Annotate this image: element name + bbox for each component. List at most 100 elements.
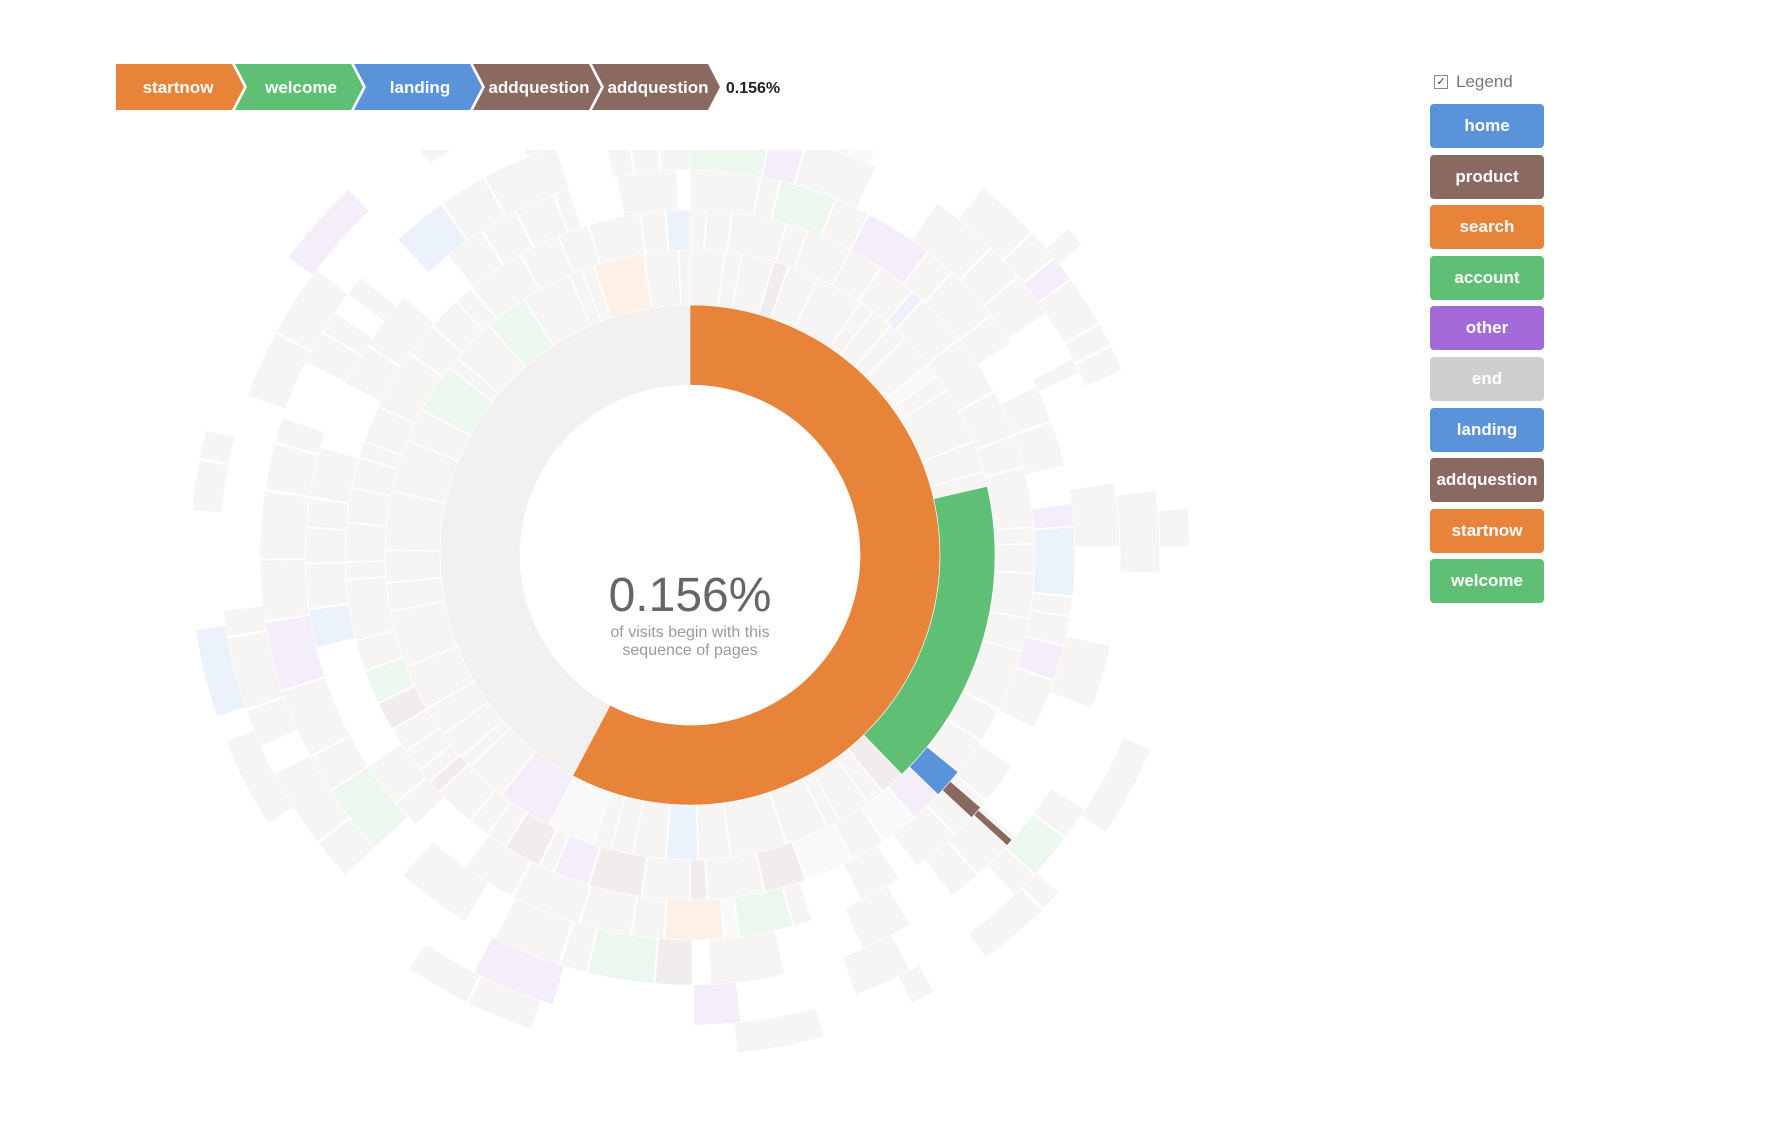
sunburst-segment[interactable] (1064, 324, 1111, 364)
sunburst-segment[interactable] (616, 169, 679, 217)
sunburst-segment[interactable] (304, 562, 349, 610)
sunburst-segment[interactable] (1080, 737, 1152, 833)
sunburst-segment[interactable] (344, 522, 387, 562)
sunburst-segment[interactable] (439, 764, 496, 821)
sunburst-segment[interactable] (640, 210, 669, 254)
sunburst-segment[interactable] (997, 667, 1055, 729)
sunburst-highlight-addquestion[interactable] (973, 809, 1013, 846)
sunburst-segment[interactable] (1115, 489, 1161, 574)
sunburst-segment[interactable] (1031, 503, 1075, 530)
sunburst-segment[interactable] (762, 150, 806, 185)
sunburst-segment[interactable] (308, 603, 356, 649)
sunburst-segment[interactable] (364, 657, 415, 703)
sunburst-segment[interactable] (318, 818, 376, 876)
sunburst-segment[interactable] (1033, 787, 1086, 838)
sunburst-segment[interactable] (1023, 258, 1071, 303)
sunburst-segment[interactable] (1013, 421, 1065, 475)
legend-checkbox[interactable]: ✓ (1434, 75, 1448, 89)
sunburst-segment[interactable] (347, 277, 397, 322)
sunburst-segment[interactable] (264, 443, 319, 497)
sunburst-segment[interactable] (1045, 228, 1083, 264)
sunburst-segment[interactable] (641, 856, 690, 901)
sunburst-segment[interactable] (604, 150, 634, 179)
sunburst-segment[interactable] (1075, 346, 1123, 387)
sunburst-segment[interactable] (734, 887, 794, 938)
sunburst-segment[interactable] (850, 213, 928, 284)
sunburst-segment[interactable] (470, 789, 512, 835)
sunburst-segment[interactable] (1049, 635, 1111, 709)
sunburst-segment[interactable] (355, 630, 403, 671)
sunburst-segment[interactable] (1032, 526, 1076, 597)
sunburst-segment[interactable] (689, 150, 770, 178)
sunburst-segment[interactable] (704, 210, 732, 253)
sunburst-segment[interactable] (363, 406, 415, 455)
sunburst-segment[interactable] (281, 677, 351, 757)
sunburst-segment[interactable] (195, 624, 246, 718)
sunburst-segment[interactable] (397, 204, 468, 274)
sunburst-segment[interactable] (512, 150, 571, 158)
sunburst-highlight-startnow[interactable] (572, 304, 941, 806)
sunburst-segment[interactable] (844, 885, 911, 950)
sunburst-segment[interactable] (1038, 279, 1100, 344)
sunburst-segment[interactable] (305, 497, 350, 530)
sunburst-segment[interactable] (733, 1007, 825, 1054)
sunburst-segment[interactable] (412, 150, 475, 165)
sunburst-segment[interactable] (287, 189, 370, 276)
sunburst-chart[interactable] (180, 150, 1200, 1110)
sunburst-segment[interactable] (693, 982, 741, 1026)
sunburst-segment[interactable] (1030, 592, 1073, 617)
sunburst-highlight-welcome[interactable] (863, 486, 996, 775)
sunburst-segment[interactable] (957, 187, 1032, 260)
sunburst-segment[interactable] (924, 841, 978, 897)
sunburst-segment[interactable] (1021, 871, 1060, 910)
sunburst-segment[interactable] (402, 841, 489, 922)
sunburst-segment[interactable] (782, 881, 813, 927)
sunburst-segment[interactable] (1032, 358, 1080, 393)
sunburst-segment[interactable] (395, 777, 445, 826)
sunburst-segment[interactable] (999, 386, 1052, 435)
sunburst-segment[interactable] (276, 269, 349, 352)
sunburst-segment[interactable] (994, 544, 1036, 574)
sunburst-segment[interactable] (559, 921, 598, 973)
sunburst-segment[interactable] (689, 169, 761, 217)
sunburst-segment[interactable] (420, 744, 460, 782)
sunburst-segment[interactable] (588, 213, 646, 264)
sunburst-segment[interactable] (384, 550, 442, 583)
sunburst-segment[interactable] (259, 490, 310, 559)
sunburst-segment[interactable] (841, 934, 911, 995)
sunburst-segment[interactable] (689, 249, 725, 307)
sunburst-segment[interactable] (304, 527, 347, 564)
sunburst-segment[interactable] (432, 301, 484, 353)
sunburst-segment[interactable] (629, 150, 661, 175)
sunburst-segment[interactable] (658, 150, 691, 172)
sunburst-segment[interactable] (484, 150, 570, 217)
sunburst-segment[interactable] (989, 571, 1035, 619)
sunburst-segment[interactable] (1025, 610, 1071, 646)
sunburst-segment[interactable] (654, 938, 693, 986)
sunburst-segment[interactable] (225, 729, 294, 824)
sunburst-segment[interactable] (848, 150, 885, 165)
sunburst-segment[interactable] (664, 898, 724, 941)
sunburst-highlight-landing[interactable] (908, 746, 959, 796)
sunburst-segment[interactable] (1005, 814, 1066, 875)
sunburst-segment[interactable] (1002, 232, 1055, 284)
sunburst-segment[interactable] (408, 943, 481, 1003)
sunburst-segment[interactable] (708, 930, 786, 985)
sunburst-segment[interactable] (587, 928, 658, 984)
sunburst-segment[interactable] (259, 559, 310, 622)
sunburst-segment[interactable] (792, 823, 853, 881)
sunburst-segment[interactable] (441, 177, 506, 241)
sunburst-segment[interactable] (199, 430, 236, 465)
sunburst-segment[interactable] (273, 755, 350, 843)
sunburst-segment[interactable] (690, 859, 707, 901)
sunburst-segment[interactable] (679, 249, 691, 306)
sunburst-segment[interactable] (993, 527, 1036, 545)
sunburst-segment[interactable] (689, 209, 706, 251)
sunburst-segment[interactable] (378, 685, 427, 730)
sunburst-segment[interactable] (897, 964, 935, 1004)
sunburst-segment[interactable] (191, 459, 229, 514)
sunburst-segment[interactable] (788, 150, 862, 156)
sunburst-segment[interactable] (467, 975, 541, 1030)
sunburst-segment[interactable] (794, 150, 877, 209)
sunburst-segment[interactable] (367, 296, 435, 367)
